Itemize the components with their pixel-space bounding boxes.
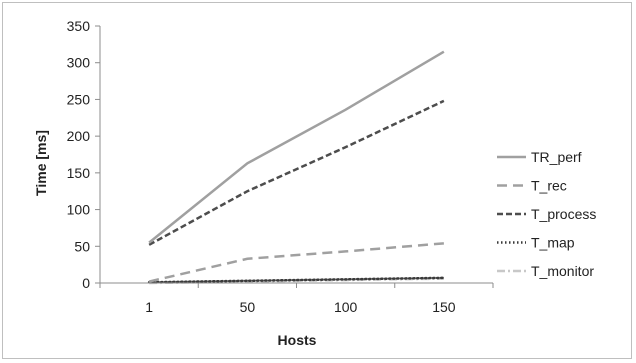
y-tick-label: 250 <box>67 91 91 107</box>
x-tick-label: 150 <box>432 299 456 315</box>
legend-label-t-map: T_map <box>531 235 575 251</box>
series-line-t-process <box>148 99 445 246</box>
series-line-tr-perf <box>148 50 445 244</box>
x-axis-title: Hosts <box>278 332 317 348</box>
x-tick-label: 50 <box>240 299 256 315</box>
legend: TR_perf T_rec T_process T_map T_monitor <box>497 149 596 279</box>
y-axis-title: Time [ms] <box>33 130 49 196</box>
plot-area <box>147 50 446 285</box>
legend-label-t-rec: T_rec <box>531 178 567 194</box>
legend-label-t-process: T_process <box>531 206 596 222</box>
y-tick-label: 300 <box>67 55 91 71</box>
legend-label-tr-perf: TR_perf <box>531 149 582 165</box>
y-tick-label: 350 <box>67 18 91 34</box>
series-line-t-rec <box>148 242 444 283</box>
y-tick-label: 200 <box>67 128 91 144</box>
y-tick-label: 0 <box>82 275 90 291</box>
y-tick-label: 100 <box>67 202 91 218</box>
y-tick-label: 50 <box>74 238 90 254</box>
chart-frame <box>2 2 632 359</box>
x-tick-label: 1 <box>145 299 153 315</box>
series-line-t-map <box>147 276 446 284</box>
y-tick-label: 150 <box>67 165 91 181</box>
legend-label-t-monitor: T_monitor <box>531 263 594 279</box>
x-tick-label: 100 <box>334 299 358 315</box>
